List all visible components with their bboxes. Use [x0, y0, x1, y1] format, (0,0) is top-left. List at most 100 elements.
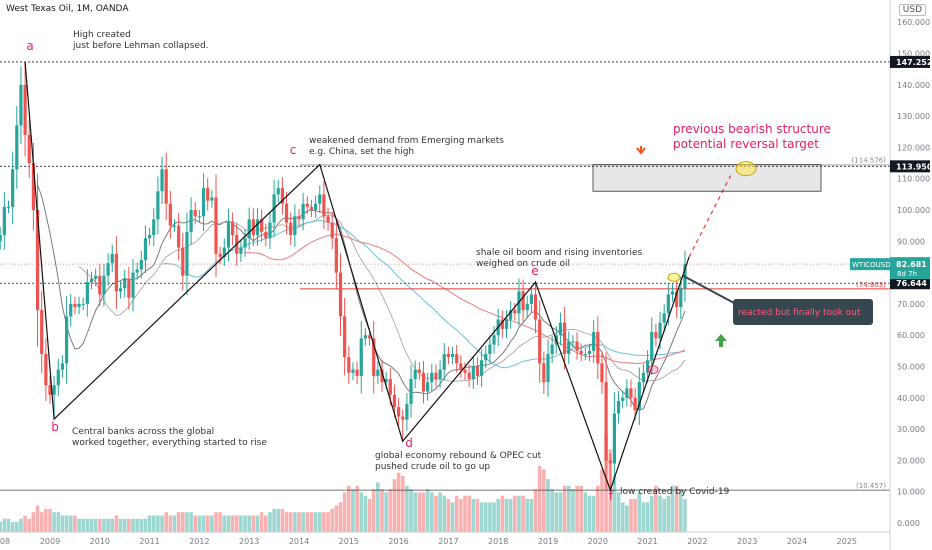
- candle-body: [413, 369, 417, 380]
- candle-body: [135, 269, 139, 273]
- candle-body: [94, 275, 98, 279]
- candle: [525, 295, 529, 319]
- candle: [52, 376, 56, 420]
- candle-body: [131, 272, 135, 298]
- candle-body: [89, 278, 94, 282]
- candle-body: [380, 369, 384, 383]
- pivot-label-a: a: [26, 39, 33, 53]
- y-tick-label: 40.000: [897, 394, 925, 403]
- ma-20-line: [78, 214, 686, 382]
- candle: [538, 300, 542, 383]
- volume-bar: [131, 518, 135, 532]
- candle-body: [185, 231, 189, 276]
- current-price-tag-bg: [890, 257, 930, 280]
- candle-body: [434, 372, 438, 380]
- pink-highlight-circle: [647, 365, 659, 375]
- candle: [583, 347, 587, 361]
- candle: [409, 365, 413, 418]
- candle: [343, 297, 347, 376]
- volume-bar: [571, 489, 575, 532]
- pivot-label-c: c: [290, 143, 297, 157]
- candle: [218, 246, 222, 265]
- currency-button[interactable]: USD: [898, 4, 926, 16]
- candle-body: [65, 316, 69, 364]
- y-tick-label: 70.000: [897, 300, 925, 309]
- candle-body: [575, 341, 579, 351]
- volume-bar: [409, 489, 413, 532]
- x-tick-label: 2009: [40, 537, 60, 546]
- candle-body: [513, 310, 517, 314]
- candle: [314, 195, 318, 219]
- candle: [318, 185, 322, 213]
- annotation-target: potential reversal target: [673, 137, 819, 151]
- up-arrow-icon: [715, 334, 727, 347]
- candle-body: [343, 316, 347, 358]
- volume-bar: [143, 518, 148, 532]
- candle-body: [276, 188, 280, 195]
- volume-bar: [15, 522, 19, 532]
- volume-bar: [388, 489, 393, 532]
- candle-body: [193, 210, 197, 217]
- candle: [504, 310, 509, 339]
- candle-body: [430, 372, 434, 383]
- candle: [563, 307, 567, 370]
- candle-body: [363, 335, 367, 339]
- volume-bar: [367, 499, 372, 532]
- volume-bar: [93, 518, 98, 532]
- callout-text: reacted but finally took out: [738, 308, 861, 318]
- candle-body: [459, 363, 463, 370]
- candle-body: [455, 353, 459, 364]
- pivot-label-b: b: [51, 420, 59, 434]
- annotation-d: pushed crude oil to go up: [375, 462, 490, 472]
- volume-bar: [172, 515, 177, 532]
- candle-body: [197, 216, 201, 218]
- candle: [616, 390, 621, 424]
- volume-bar: [205, 515, 210, 532]
- candle: [309, 199, 314, 218]
- support-price-tag: 76.644: [890, 277, 930, 290]
- volume-bar: [272, 508, 276, 532]
- volume-bar: [521, 495, 525, 532]
- annotation-f: low created by Covid-19: [620, 487, 730, 497]
- volume-bar: [251, 515, 256, 532]
- candle-body: [571, 341, 575, 343]
- candle-body: [351, 369, 355, 373]
- candle: [131, 258, 135, 312]
- y-tick-label: 140.000: [897, 81, 930, 90]
- volume-bar: [483, 502, 488, 532]
- volume-bar: [442, 495, 447, 532]
- volume-bar: [322, 512, 326, 532]
- volume-bar: [380, 489, 384, 532]
- x-tick-label: 2011: [139, 537, 159, 546]
- volume-bar: [554, 492, 559, 532]
- volume-bar: [139, 518, 144, 532]
- volume-bar: [127, 518, 131, 532]
- candle-body: [118, 288, 123, 292]
- candle-body: [463, 369, 467, 373]
- volume-bar: [396, 472, 401, 532]
- volume-bar: [60, 515, 65, 532]
- candle-body: [596, 332, 600, 364]
- candle: [612, 392, 616, 485]
- candle: [521, 279, 525, 323]
- volume-bar: [89, 518, 94, 532]
- candle-body: [280, 188, 284, 204]
- candle-body: [538, 319, 542, 364]
- high-price-tag-text: 147.252: [896, 58, 932, 67]
- volume-bar: [342, 492, 347, 532]
- y-tick-label: 0.000: [897, 519, 920, 528]
- volume-bar: [425, 489, 430, 532]
- candle-body: [480, 360, 484, 376]
- volume-bar: [463, 495, 467, 532]
- candle-body: [675, 291, 679, 308]
- candle-body: [641, 372, 646, 383]
- volume-bar: [363, 495, 368, 532]
- annotation-e: weighed on crude oil: [476, 259, 570, 269]
- volume-bar: [52, 512, 56, 532]
- volume-bar: [450, 502, 455, 532]
- volume-bar: [181, 512, 185, 532]
- volume-bar: [118, 518, 123, 532]
- candle: [463, 362, 467, 380]
